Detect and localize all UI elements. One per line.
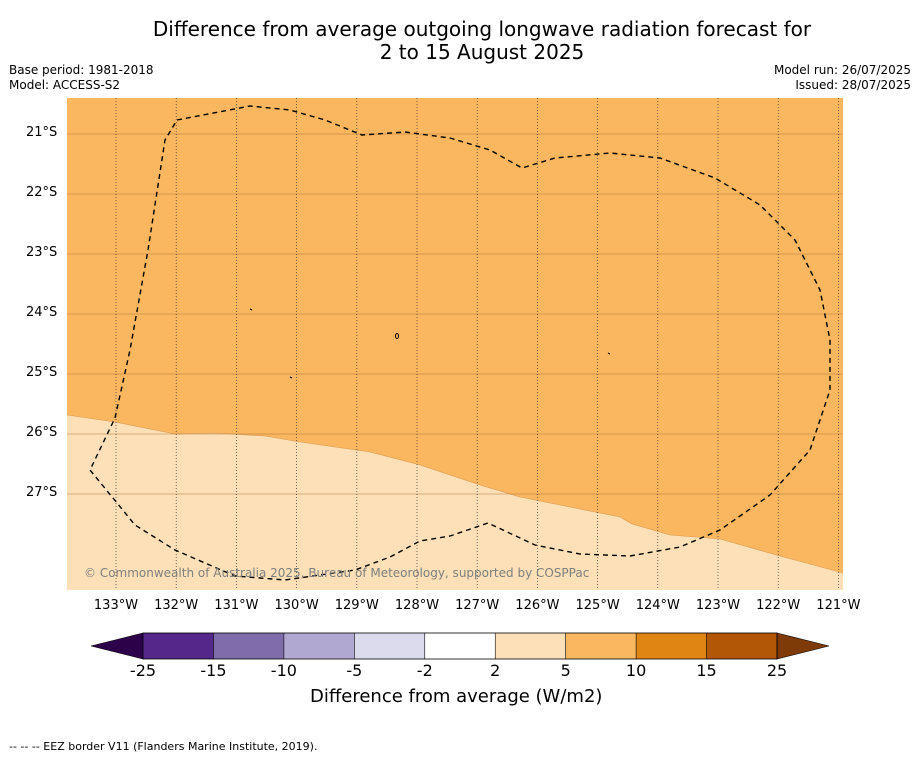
model-run: Model run: 26/07/2025 bbox=[773, 63, 911, 77]
colorbar-tick-label: -10 bbox=[270, 661, 297, 680]
longitude-label: 124°W bbox=[635, 598, 680, 613]
colorbar-segment bbox=[283, 633, 355, 659]
colorbar-segment bbox=[143, 633, 214, 659]
colorbar-tick-label: 2 bbox=[490, 661, 501, 680]
colorbar bbox=[90, 632, 830, 660]
colorbar-border bbox=[142, 632, 778, 660]
longitude-label: 132°W bbox=[154, 598, 199, 613]
colorbar-over-extension bbox=[776, 632, 830, 660]
title-line-1: Difference from average outgoing longwav… bbox=[152, 17, 812, 41]
colorbar-tick-label: 5 bbox=[560, 661, 571, 680]
anomaly-region-2-to-5 bbox=[67, 415, 843, 590]
latitude-label: 25°S bbox=[26, 365, 58, 380]
chart-title: Difference from average outgoing longwav… bbox=[40, 18, 919, 64]
latitude-label: 23°S bbox=[26, 245, 58, 260]
contour-line bbox=[67, 414, 843, 574]
colorbar-segments bbox=[143, 633, 778, 659]
meta-left: Base period: 1981-2018 Model: ACCESS-S2 bbox=[9, 63, 154, 93]
colorbar-tick-label: -25 bbox=[129, 661, 157, 680]
colorbar-segment bbox=[354, 633, 426, 659]
colorbar-tick-label: 15 bbox=[696, 661, 717, 680]
longitude-label: 125°W bbox=[575, 598, 620, 613]
colorbar-under-extension bbox=[90, 632, 144, 660]
longitude-label: 122°W bbox=[756, 598, 801, 613]
colorbar-tick-label: 10 bbox=[625, 661, 647, 680]
longitude-label: 133°W bbox=[93, 598, 139, 613]
longitude-label: 131°W bbox=[214, 598, 259, 613]
colorbar-segment bbox=[424, 633, 496, 659]
map-area: © Commonwealth of Australia 2025, Bureau… bbox=[67, 98, 843, 590]
colorbar-segment bbox=[213, 633, 285, 659]
colorbar-tick-label: -5 bbox=[346, 661, 363, 680]
longitude-label: 130°W bbox=[274, 598, 319, 613]
colorbar-tick-label: -15 bbox=[200, 661, 227, 680]
colorbar-label: Difference from average (W/m2) bbox=[310, 686, 603, 707]
colorbar-tick-label: -2 bbox=[416, 661, 433, 680]
eez-border bbox=[89, 105, 831, 581]
longitude-label: 128°W bbox=[394, 598, 440, 613]
meta-right: Model run: 26/07/2025 Issued: 28/07/2025 bbox=[774, 63, 911, 93]
longitude-label: 127°W bbox=[455, 598, 500, 613]
island-marks bbox=[249, 308, 611, 379]
attribution-text: © Commonwealth of Australia 2025, Bureau… bbox=[84, 566, 589, 580]
latitude-label: 27°S bbox=[26, 485, 58, 500]
graticule bbox=[67, 98, 843, 590]
colorbar-segment bbox=[636, 633, 708, 659]
latitude-label: 21°S bbox=[26, 125, 58, 140]
latitude-label: 26°S bbox=[26, 425, 58, 440]
colorbar-segment bbox=[706, 633, 778, 659]
longitude-label: 129°W bbox=[334, 598, 379, 613]
model-name: Model: ACCESS-S2 bbox=[9, 78, 121, 92]
footer-legend: -- -- -- EEZ border V11 (Flanders Marine… bbox=[9, 740, 318, 753]
colorbar-segment bbox=[565, 633, 637, 659]
colorbar-segment bbox=[495, 633, 567, 659]
longitude-label: 121°W bbox=[816, 598, 861, 613]
colorbar-tick-label: 25 bbox=[766, 661, 788, 680]
longitude-label: 123°W bbox=[695, 598, 741, 613]
issued-date: Issued: 28/07/2025 bbox=[795, 78, 911, 92]
latitude-label: 22°S bbox=[26, 185, 58, 200]
longitude-label: 126°W bbox=[515, 598, 560, 613]
latitude-label: 24°S bbox=[26, 305, 58, 320]
base-period: Base period: 1981-2018 bbox=[9, 63, 154, 77]
title-line-2: 2 to 15 August 2025 bbox=[379, 40, 585, 64]
